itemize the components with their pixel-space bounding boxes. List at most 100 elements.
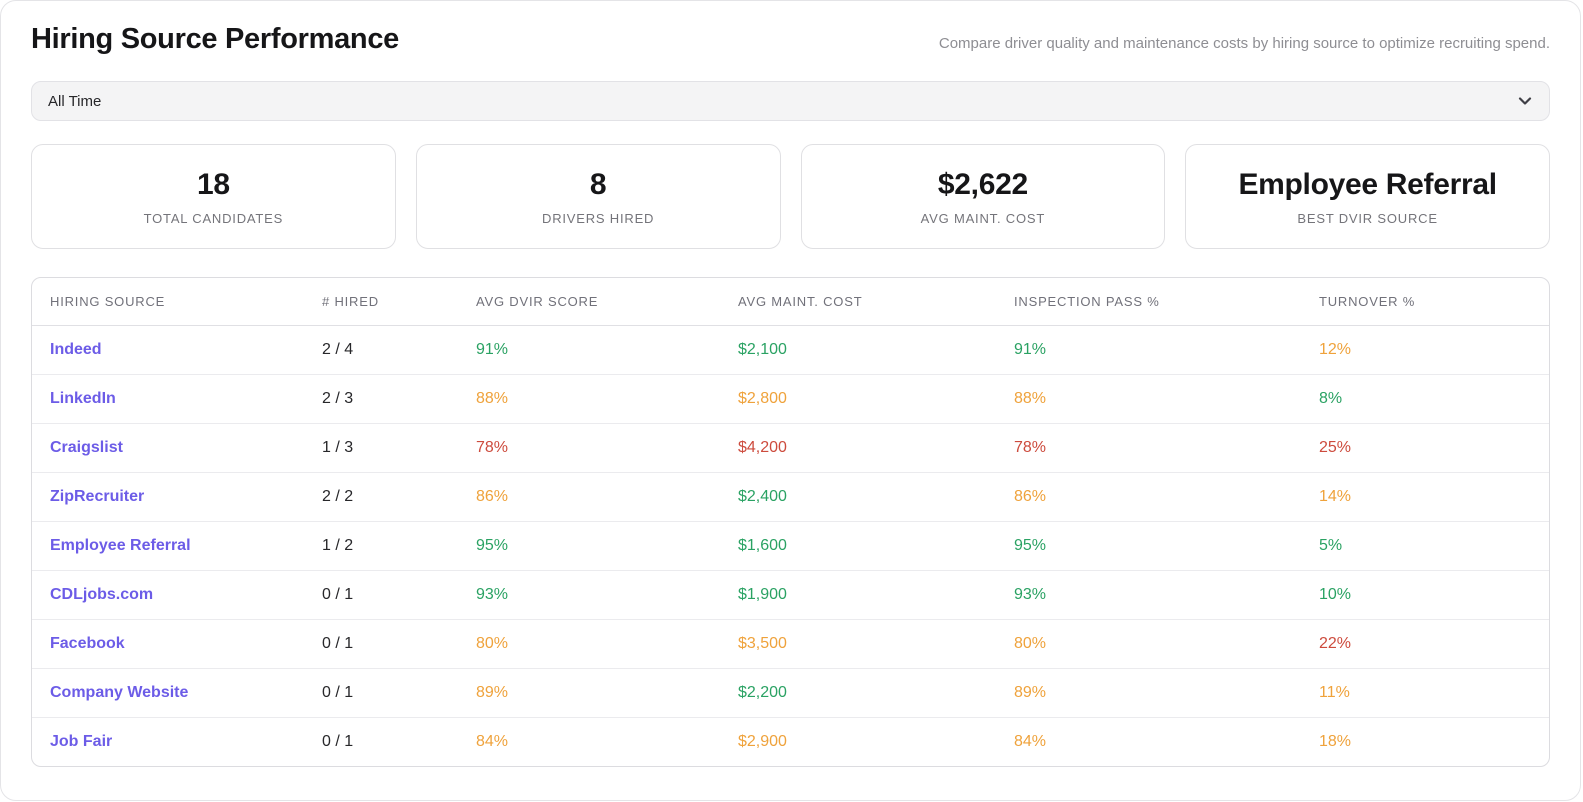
hiring-source-cell: CDLjobs.com: [32, 570, 322, 620]
avg-maint-cost-cell: $2,800: [738, 374, 1014, 424]
avg-dvir-score-cell: 95%: [476, 521, 738, 571]
hired-cell: 0 / 1: [322, 570, 476, 620]
hiring-source-link[interactable]: Facebook: [50, 634, 125, 652]
column-header-hired: # HIRED: [322, 278, 476, 326]
hiring-source-cell: Facebook: [32, 619, 322, 669]
avg-dvir-score-cell: 88%: [476, 374, 738, 424]
table-row: Employee Referral 1 / 2 95% $1,600 95% 5…: [32, 521, 1549, 571]
stat-card-total-candidates: 18 TOTAL CANDIDATES: [31, 144, 396, 249]
hiring-source-cell: Company Website: [32, 668, 322, 718]
hiring-source-cell: LinkedIn: [32, 374, 322, 424]
avg-dvir-score-cell: 78%: [476, 423, 738, 473]
table-row: ZipRecruiter 2 / 2 86% $2,400 86% 14%: [32, 472, 1549, 522]
stat-label: DRIVERS HIRED: [542, 210, 655, 226]
chevron-down-icon: [1517, 93, 1533, 109]
stat-value: Employee Referral: [1238, 167, 1497, 201]
table-row: Job Fair 0 / 1 84% $2,900 84% 18%: [32, 717, 1549, 766]
hiring-source-link[interactable]: CDLjobs.com: [50, 585, 154, 603]
hiring-source-link[interactable]: Indeed: [50, 340, 102, 358]
hiring-source-link[interactable]: LinkedIn: [50, 389, 116, 407]
table-row: Company Website 0 / 1 89% $2,200 89% 11%: [32, 668, 1549, 718]
turnover-cell: 12%: [1319, 325, 1549, 375]
turnover-cell: 18%: [1319, 732, 1352, 750]
inspection-pass-cell: 78%: [1014, 423, 1319, 473]
hiring-source-link[interactable]: Employee Referral: [50, 536, 191, 554]
hiring-source-link[interactable]: Job Fair: [50, 732, 113, 750]
hiring-source-cell: Indeed: [32, 325, 322, 375]
hired-cell: 0 / 1: [322, 668, 476, 718]
hiring-source-cell: Craigslist: [32, 423, 322, 473]
avg-dvir-score-cell: 89%: [476, 668, 738, 718]
page-subtitle: Compare driver quality and maintenance c…: [938, 35, 1550, 52]
panel-header: Hiring Source Performance Compare driver…: [31, 23, 1550, 56]
avg-dvir-score-cell: 86%: [476, 472, 738, 522]
hiring-source-cell: ZipRecruiter: [32, 472, 322, 522]
table-header-row: HIRING SOURCE # HIRED AVG DVIR SCORE AVG…: [32, 278, 1549, 326]
hiring-source-table: HIRING SOURCE # HIRED AVG DVIR SCORE AVG…: [32, 278, 1549, 766]
hiring-source-link[interactable]: Craigslist: [50, 438, 123, 456]
stat-card-best-dvir-source: Employee Referral BEST DVIR SOURCE: [1185, 144, 1550, 249]
hired-cell: 2 / 4: [322, 325, 476, 375]
stat-value: 8: [589, 167, 607, 201]
inspection-pass-cell: 89%: [1014, 668, 1319, 718]
avg-maint-cost-cell: $3,500: [738, 619, 1014, 669]
inspection-pass-cell: 91%: [1014, 325, 1319, 375]
stat-label: AVG MAINT. COST: [920, 210, 1046, 226]
avg-maint-cost-cell: $4,200: [738, 423, 1014, 473]
avg-maint-cost-cell: $1,600: [738, 521, 1014, 571]
inspection-pass-cell: 95%: [1014, 521, 1319, 571]
time-range-select[interactable]: All Time: [31, 81, 1550, 121]
hired-cell: 1 / 3: [322, 423, 476, 473]
stats-row: 18 TOTAL CANDIDATES 8 DRIVERS HIRED $2,6…: [31, 144, 1550, 249]
avg-maint-cost-cell: $2,100: [738, 325, 1014, 375]
column-header-hiring-source: HIRING SOURCE: [32, 278, 322, 326]
hired-cell: 0 / 1: [322, 732, 354, 750]
stat-label: BEST DVIR SOURCE: [1297, 210, 1438, 226]
hired-cell: 2 / 2: [322, 472, 476, 522]
avg-maint-cost-cell: $1,900: [738, 570, 1014, 620]
hiring-source-link[interactable]: Company Website: [50, 683, 189, 701]
hiring-source-cell: Employee Referral: [32, 521, 322, 571]
avg-maint-cost-cell: $2,400: [738, 472, 1014, 522]
column-header-inspection-pass: INSPECTION PASS %: [1014, 278, 1319, 326]
turnover-cell: 8%: [1319, 374, 1549, 424]
stat-card-drivers-hired: 8 DRIVERS HIRED: [415, 144, 781, 249]
hired-cell: 1 / 2: [322, 521, 476, 571]
avg-dvir-score-cell: 93%: [476, 570, 738, 620]
inspection-pass-cell: 84%: [1014, 732, 1047, 750]
inspection-pass-cell: 86%: [1014, 472, 1319, 522]
table-row: CDLjobs.com 0 / 1 93% $1,900 93% 10%: [32, 570, 1549, 620]
table-row: Facebook 0 / 1 80% $3,500 80% 22%: [32, 619, 1549, 669]
turnover-cell: 5%: [1319, 521, 1549, 571]
turnover-cell: 10%: [1319, 570, 1549, 620]
avg-maint-cost-cell: $2,200: [738, 668, 1014, 718]
table-row: LinkedIn 2 / 3 88% $2,800 88% 8%: [32, 374, 1549, 424]
hiring-source-table-card: HIRING SOURCE # HIRED AVG DVIR SCORE AVG…: [31, 277, 1550, 767]
time-range-value: All Time: [48, 92, 102, 110]
hired-cell: 2 / 3: [322, 374, 476, 424]
avg-dvir-score-cell: 84%: [476, 732, 509, 750]
avg-dvir-score-cell: 80%: [476, 619, 738, 669]
inspection-pass-cell: 80%: [1014, 619, 1319, 669]
column-header-turnover: TURNOVER %: [1319, 278, 1549, 326]
turnover-cell: 25%: [1319, 423, 1549, 473]
hiring-source-cell: Job Fair: [32, 717, 322, 766]
column-header-avg-maint-cost: AVG MAINT. COST: [738, 278, 1014, 326]
stat-value: 18: [196, 167, 230, 201]
turnover-cell: 11%: [1319, 668, 1549, 718]
table-row: Craigslist 1 / 3 78% $4,200 78% 25%: [32, 423, 1549, 473]
inspection-pass-cell: 88%: [1014, 374, 1319, 424]
stat-card-avg-maint-cost: $2,622 AVG MAINT. COST: [800, 144, 1166, 249]
page-title: Hiring Source Performance: [31, 23, 399, 55]
turnover-cell: 22%: [1319, 619, 1549, 669]
avg-maint-cost-cell: $2,900: [738, 732, 787, 750]
hired-cell: 0 / 1: [322, 619, 476, 669]
table-row: Indeed 2 / 4 91% $2,100 91% 12%: [32, 325, 1549, 375]
inspection-pass-cell: 93%: [1014, 570, 1319, 620]
hiring-source-link[interactable]: ZipRecruiter: [50, 487, 145, 505]
stat-value: $2,622: [937, 167, 1028, 201]
turnover-cell: 14%: [1319, 472, 1549, 522]
avg-dvir-score-cell: 91%: [476, 325, 738, 375]
column-header-avg-dvir-score: AVG DVIR SCORE: [476, 278, 738, 326]
